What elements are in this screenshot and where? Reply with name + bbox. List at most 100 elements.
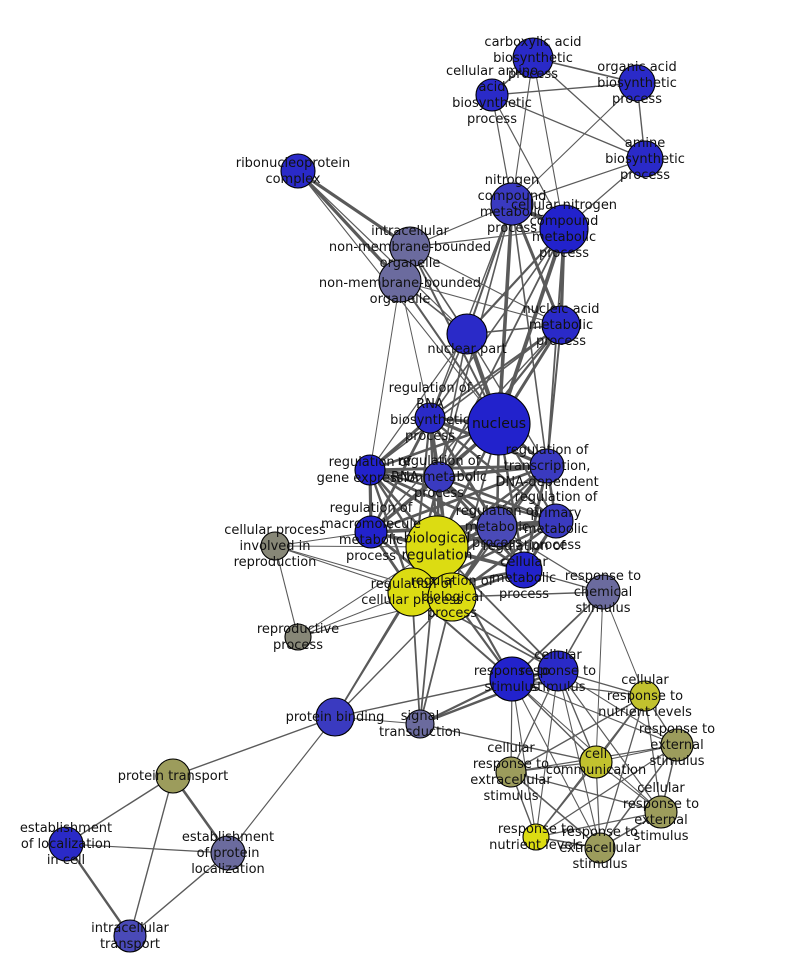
network-edge: [644, 695, 662, 813]
node-circle[interactable]: [629, 680, 661, 712]
network-node[interactable]: [315, 697, 355, 737]
network-node[interactable]: [538, 503, 574, 539]
node-circle[interactable]: [618, 64, 656, 102]
node-label: biological regulation: [401, 531, 472, 564]
network-edge: [497, 227, 566, 426]
node-circle[interactable]: [644, 795, 678, 829]
node-circle[interactable]: [48, 826, 84, 862]
node-circle[interactable]: [446, 313, 488, 355]
node-circle[interactable]: [315, 697, 355, 737]
network-node[interactable]: [260, 531, 290, 561]
network-node[interactable]: [354, 515, 388, 549]
network-node[interactable]: [495, 756, 527, 788]
network-edge: [334, 596, 453, 718]
network-node[interactable]: [579, 745, 613, 779]
network-node[interactable]: [512, 37, 554, 79]
network-node[interactable]: [113, 919, 147, 953]
node-circle[interactable]: [584, 832, 616, 864]
node-circle[interactable]: [585, 574, 621, 610]
node-circle[interactable]: [423, 461, 455, 493]
node-circle[interactable]: [210, 835, 246, 871]
network-node[interactable]: [539, 204, 589, 254]
network-node[interactable]: [618, 64, 656, 102]
network-node[interactable]: [284, 623, 312, 651]
node-circle[interactable]: [476, 506, 518, 548]
node-circle[interactable]: [490, 182, 534, 226]
node-circle[interactable]: [378, 259, 422, 303]
network-node[interactable]: [427, 572, 477, 622]
node-circle[interactable]: [427, 572, 477, 622]
network-node[interactable]: [629, 680, 661, 712]
node-circle[interactable]: [626, 140, 664, 178]
network-node[interactable]: [280, 153, 316, 189]
node-circle[interactable]: [505, 551, 543, 589]
network-edge: [129, 775, 174, 937]
network-node[interactable]: [475, 78, 509, 112]
network-node[interactable]: [585, 574, 621, 610]
network-edge: [418, 669, 560, 726]
node-circle[interactable]: [495, 756, 527, 788]
network-node[interactable]: [584, 832, 616, 864]
node-label: cellular process involved in reproduction: [224, 523, 326, 570]
node-label: intracellular non-membrane-bounded organel…: [329, 224, 491, 271]
network-node[interactable]: [489, 656, 535, 702]
node-circle[interactable]: [113, 919, 147, 953]
node-circle[interactable]: [405, 709, 435, 739]
network-node[interactable]: [414, 402, 446, 434]
network-edge: [557, 670, 678, 746]
node-circle[interactable]: [467, 392, 531, 456]
network-node[interactable]: [467, 392, 531, 456]
network-edge: [602, 591, 646, 697]
network-node[interactable]: [644, 795, 678, 829]
network-node[interactable]: [48, 826, 84, 862]
node-circle[interactable]: [541, 305, 581, 345]
node-circle[interactable]: [354, 515, 388, 549]
network-node[interactable]: [354, 454, 386, 486]
node-circle[interactable]: [579, 745, 613, 779]
node-circle[interactable]: [522, 823, 550, 851]
network-node[interactable]: [541, 305, 581, 345]
network-node[interactable]: [522, 823, 550, 851]
node-label: reproductive process: [257, 622, 339, 653]
node-circle[interactable]: [280, 153, 316, 189]
node-circle[interactable]: [512, 37, 554, 79]
network-edge: [535, 744, 678, 838]
network-edge: [409, 246, 562, 326]
node-circle[interactable]: [538, 503, 574, 539]
network-edge: [429, 324, 562, 419]
node-label: regulation of primary metabolic process: [515, 490, 598, 553]
node-circle[interactable]: [489, 656, 535, 702]
network-node[interactable]: [660, 728, 694, 762]
network-node[interactable]: [626, 140, 664, 178]
network-edge: [511, 678, 601, 849]
network-node[interactable]: [505, 551, 543, 589]
node-circle[interactable]: [414, 402, 446, 434]
network-node[interactable]: [378, 259, 422, 303]
network-edge: [557, 670, 601, 849]
network-node[interactable]: [490, 182, 534, 226]
node-circle[interactable]: [537, 650, 579, 692]
node-label: response to extracellular stimulus: [559, 825, 641, 872]
network-node[interactable]: [476, 506, 518, 548]
node-label: protein transport: [118, 769, 228, 784]
node-circle[interactable]: [660, 728, 694, 762]
network-edge: [129, 852, 229, 937]
network-edge: [419, 723, 597, 763]
network-node[interactable]: [446, 313, 488, 355]
network-edge: [369, 416, 432, 534]
network-edge: [227, 716, 336, 854]
node-circle[interactable]: [260, 531, 290, 561]
node-circle[interactable]: [155, 758, 191, 794]
network-node[interactable]: [537, 650, 579, 692]
node-circle[interactable]: [284, 623, 312, 651]
node-label: regulation of macromolecule metabolic proce…: [321, 501, 421, 564]
node-circle[interactable]: [354, 454, 386, 486]
network-node[interactable]: [155, 758, 191, 794]
network-node[interactable]: [423, 461, 455, 493]
node-circle[interactable]: [529, 448, 565, 484]
network-node[interactable]: [210, 835, 246, 871]
network-node[interactable]: [529, 448, 565, 484]
node-circle[interactable]: [539, 204, 589, 254]
network-node[interactable]: [405, 709, 435, 739]
node-circle[interactable]: [475, 78, 509, 112]
